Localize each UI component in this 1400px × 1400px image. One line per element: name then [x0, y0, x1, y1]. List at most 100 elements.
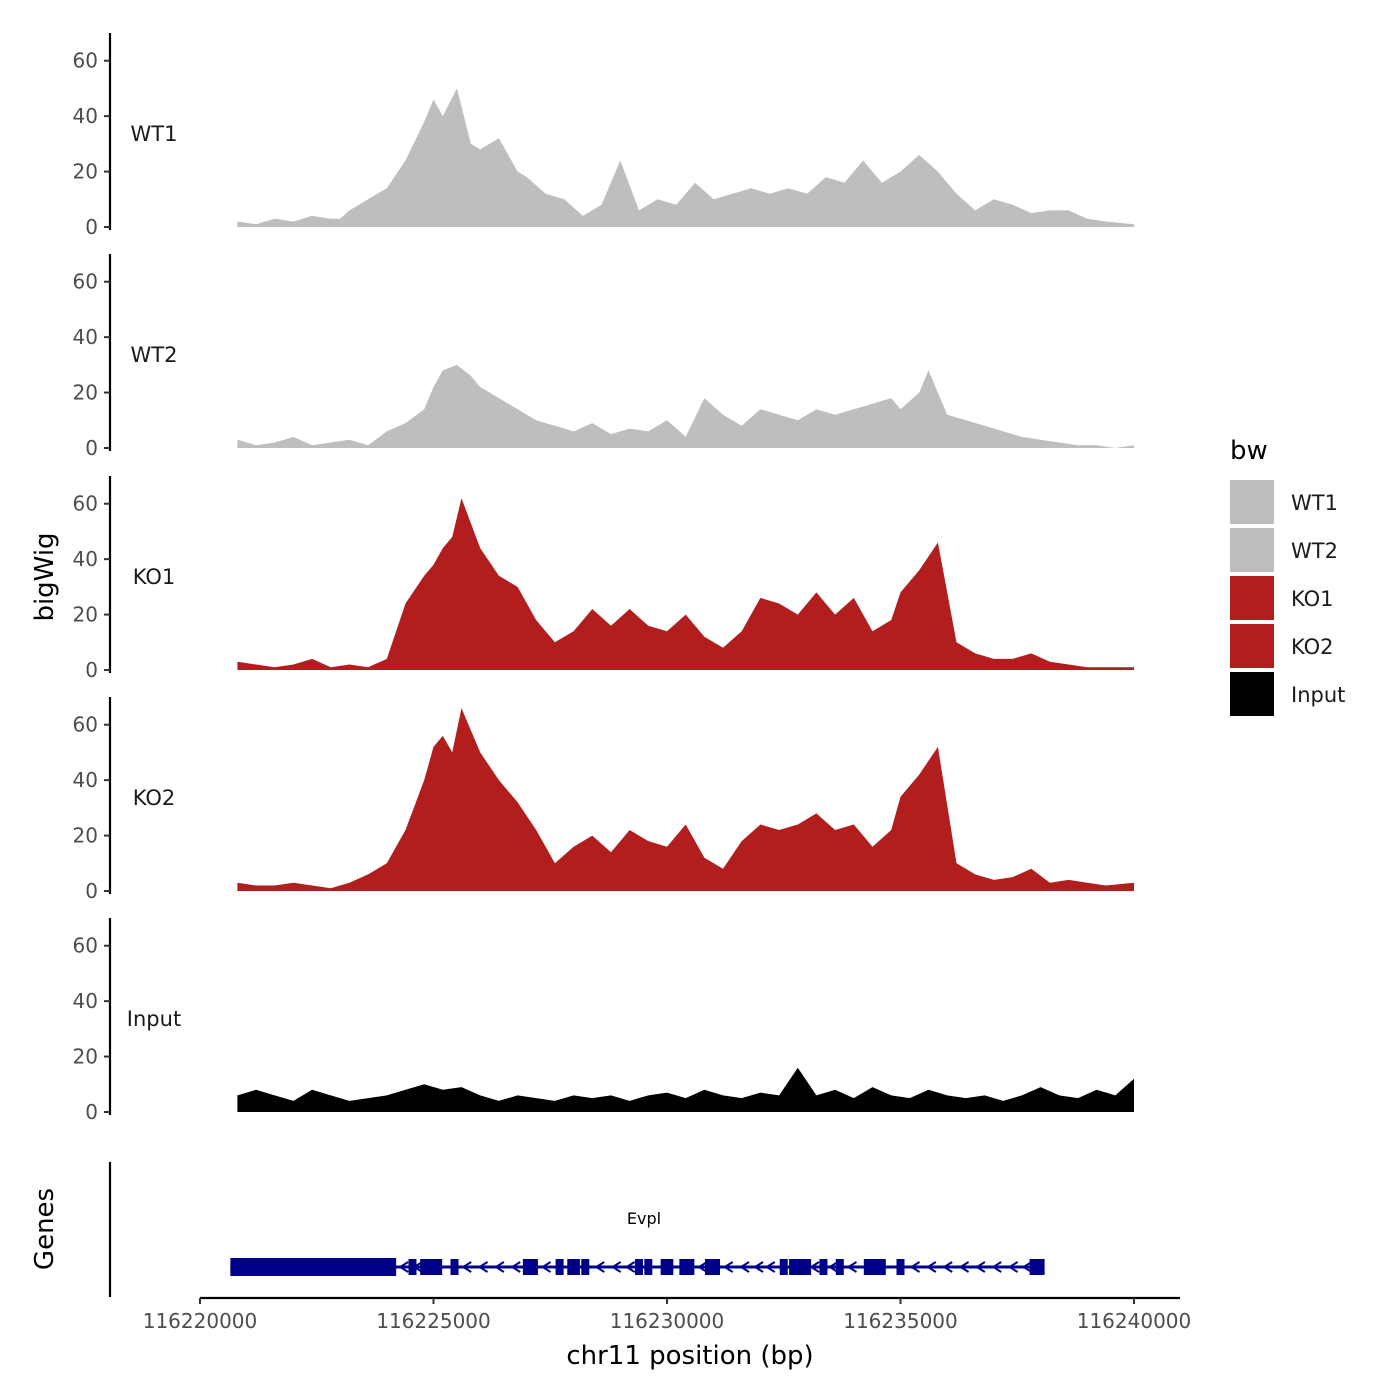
gene-exon — [634, 1259, 643, 1275]
legend-label-ko1: KO1 — [1291, 587, 1334, 611]
gene-exon — [450, 1259, 459, 1275]
gene-thick-exon — [230, 1258, 397, 1276]
gene-exon — [789, 1259, 798, 1275]
gene-strand-arrow — [991, 1261, 1002, 1273]
legend-swatch-input — [1230, 672, 1274, 716]
gene-exon — [779, 1259, 788, 1275]
gene-strand-arrow — [739, 1261, 750, 1273]
track-label: WT2 — [131, 343, 178, 367]
gene-strand-arrow — [1007, 1261, 1019, 1273]
y-tick-label: 60 — [73, 492, 98, 516]
gene-exon — [870, 1259, 879, 1275]
gene-strand-arrow — [697, 1261, 708, 1273]
gene-strand-arrow — [846, 1261, 857, 1273]
gene-exon — [1029, 1259, 1038, 1275]
gene-exon — [434, 1259, 443, 1275]
gene-strand-arrow — [412, 1261, 423, 1273]
y-tick-label: 60 — [73, 713, 98, 737]
legend-label-wt2: WT2 — [1291, 539, 1338, 563]
gene-exon — [679, 1259, 688, 1275]
track-label: KO1 — [133, 565, 176, 589]
gene-strand-arrow — [809, 1261, 820, 1273]
gene-exon — [522, 1259, 531, 1275]
gene-exon — [581, 1259, 590, 1275]
y-tick-label: 40 — [73, 325, 98, 349]
gene-strand-arrow — [510, 1261, 521, 1273]
gene-exon — [571, 1259, 580, 1275]
signal-tracks: 0 20 40 60 WT1 0 20 40 60 WT2 0 20 40 60 KO1 0 20 40 60 KO2… — [73, 33, 1134, 1124]
legend-swatch-ko2 — [1230, 624, 1274, 668]
x-tick-label: 116240000 — [1077, 1309, 1192, 1333]
track-label: Input — [127, 1007, 181, 1031]
gene-strand-arrow — [477, 1261, 489, 1273]
gene-exon — [665, 1259, 674, 1275]
x-tick-label: 116235000 — [843, 1309, 958, 1333]
gene-exon — [427, 1259, 436, 1275]
y-tick-label: 40 — [73, 104, 98, 128]
y-tick-label: 0 — [85, 215, 98, 239]
area-ko1 — [237, 498, 1134, 670]
genes-track — [108, 1162, 1045, 1297]
gene-strand-arrow — [461, 1261, 472, 1273]
gene-exon — [705, 1259, 714, 1275]
y-tick-label: 40 — [73, 989, 98, 1013]
area-wt2 — [237, 364, 1134, 448]
legend-swatch-ko1 — [1230, 576, 1274, 620]
genes-track-label: Genes — [30, 1188, 60, 1270]
y-tick-label: 0 — [85, 879, 98, 903]
gene-exon — [819, 1259, 828, 1275]
gene-name-label: Evpl — [627, 1209, 661, 1228]
x-tick-label: 116225000 — [376, 1309, 491, 1333]
track-panel-wt1: 0 20 40 60 WT1 — [73, 33, 1134, 239]
y-tick-label: 0 — [85, 658, 98, 682]
legend-swatch-wt1 — [1230, 480, 1274, 524]
legend-label-wt1: WT1 — [1291, 491, 1338, 515]
area-input — [237, 1067, 1134, 1112]
gene-strand-arrow — [722, 1261, 734, 1273]
gene-strand-arrow — [942, 1261, 953, 1273]
gene-strand-arrow — [827, 1261, 839, 1273]
y-tick-label: 60 — [73, 270, 98, 294]
gene-exon — [877, 1259, 886, 1275]
gene-strand-arrow — [610, 1261, 622, 1273]
y-tick-label: 0 — [85, 1100, 98, 1124]
gene-exon — [712, 1259, 721, 1275]
y-tick-label: 0 — [85, 436, 98, 460]
y-tick-label: 20 — [73, 824, 98, 848]
x-axis-title: chr11 position (bp) — [566, 1341, 813, 1371]
gene-exon — [644, 1259, 653, 1275]
gene-strand-arrow — [909, 1261, 921, 1273]
y-tick-label: 60 — [73, 49, 98, 73]
y-axis-title: bigWig — [30, 532, 60, 621]
track-label: WT1 — [131, 122, 178, 146]
legend-label-input: Input — [1291, 683, 1345, 707]
gene-exon — [863, 1259, 872, 1275]
area-wt1 — [237, 88, 1134, 228]
gene-strand-arrow — [493, 1261, 505, 1273]
area-ko2 — [237, 708, 1134, 891]
y-tick-label: 20 — [73, 603, 98, 627]
y-tick-label: 60 — [73, 934, 98, 958]
track-panel-ko1: 0 20 40 60 KO1 — [73, 476, 1134, 682]
track-panel-ko2: 0 20 40 60 KO2 — [73, 697, 1134, 903]
gene-strand-arrow — [958, 1261, 970, 1273]
track-label: KO2 — [133, 786, 176, 810]
gene-strand-arrow — [594, 1261, 605, 1273]
gene-exon — [796, 1259, 805, 1275]
gene-strand-arrow — [624, 1261, 636, 1273]
y-tick-label: 40 — [73, 547, 98, 571]
legend: WT1 WT2 KO1 KO2 Input — [1230, 480, 1345, 716]
gene-strand-arrow — [398, 1261, 409, 1273]
gene-exon — [567, 1259, 576, 1275]
gene-strand-arrow — [540, 1261, 552, 1273]
legend-label-ko2: KO2 — [1291, 635, 1334, 659]
gene-exon — [835, 1259, 844, 1275]
x-tick-label: 116230000 — [610, 1309, 725, 1333]
gene-strand-arrow — [753, 1261, 764, 1273]
gene-exon — [529, 1259, 538, 1275]
gene-exon — [420, 1259, 429, 1275]
track-panel-wt2: 0 20 40 60 WT2 — [73, 254, 1134, 460]
gene-strand-arrow — [764, 1261, 776, 1273]
track-panel-input: 0 20 40 60 Input — [73, 918, 1134, 1124]
gene-strand-arrow — [925, 1261, 937, 1273]
